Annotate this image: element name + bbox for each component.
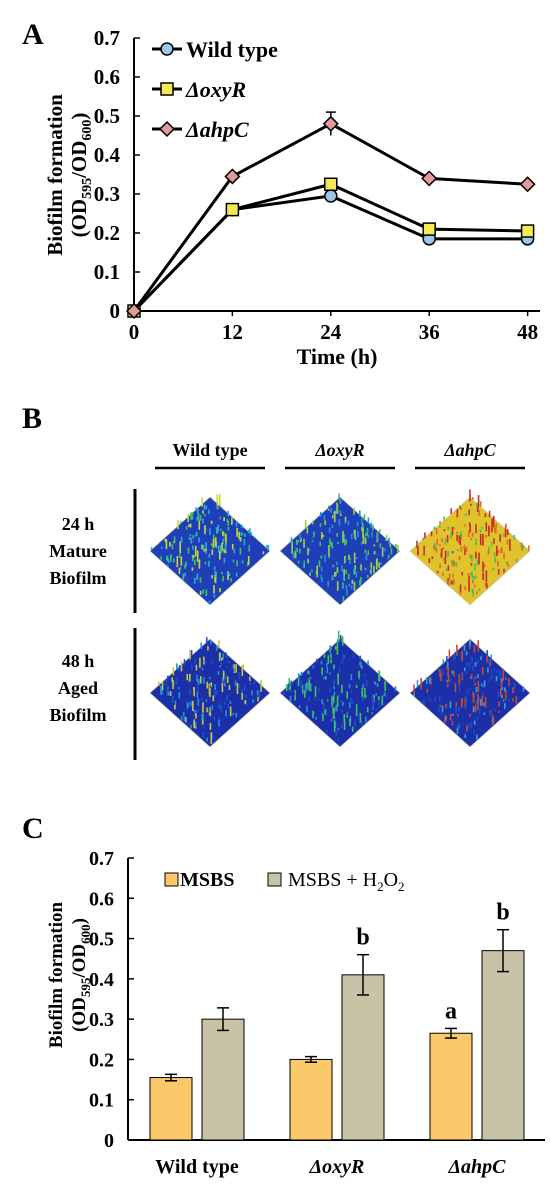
b-surface-ahp_24 [409, 489, 531, 606]
c-bar-0 [149, 1077, 193, 1141]
b-surface-ahp_48 [409, 638, 531, 748]
c-bar-1 [481, 950, 525, 1141]
c-bar-1 [201, 1018, 245, 1141]
c-xtick-label: Wild type [155, 1156, 239, 1178]
panel-c-ylabel-line1: Biofilm formation [46, 901, 67, 1048]
b-row-label: Biofilm [50, 705, 107, 725]
b-surface-wt_24 [149, 494, 271, 606]
a-ytick-label: 0.5 [94, 104, 120, 128]
a-xtick-label: 12 [222, 320, 243, 344]
b-surface-oxy_24 [279, 493, 401, 606]
c-ytick-label: 0.1 [89, 1090, 114, 1112]
a-ytick-label: 0.7 [94, 26, 120, 50]
b-row-label: Biofilm [50, 568, 107, 588]
a-ytick-label: 0.2 [94, 221, 120, 245]
b-row-label: 24 h [62, 514, 95, 534]
a-series-2 [125, 111, 536, 320]
a-ytick-label: 0 [110, 299, 121, 323]
c-ytick-label: 0.3 [89, 1009, 114, 1031]
a-series-line [132, 122, 528, 312]
panel-b-surface-plots: Wild type ΔoxyR ΔahpC 24 h Mature Biofilm 48 … [49, 440, 531, 760]
a-point [421, 170, 438, 187]
c-bar-0 [429, 1032, 473, 1141]
a-legend-marker [160, 42, 174, 56]
a-xtick-label: 48 [517, 320, 538, 344]
b-column-header: Wild type [172, 440, 247, 460]
panel-c-legend: MSBS MSBS + H2O2 [164, 869, 405, 894]
a-ytick-label: 0.4 [94, 143, 121, 167]
a-legend-marker [160, 82, 174, 96]
a-xtick-label: 0 [129, 320, 140, 344]
panel-a-legend: Wild type ΔoxyR ΔahpC [152, 37, 278, 142]
a-point [519, 176, 536, 193]
a-ytick-label: 0.1 [94, 260, 120, 284]
panel-a-xlabel: Time (h) [297, 344, 378, 369]
c-ytick-label: 0.6 [89, 888, 114, 910]
panel-a-ylabel-line1: Biofilm formation [43, 94, 67, 256]
panel-a-ylabel: Biofilm formation (OD595/OD600) [43, 94, 95, 256]
c-significance-label: a [445, 998, 457, 1024]
a-legend-label: ΔoxyR [185, 77, 246, 102]
c-ytick-label: 0.7 [89, 848, 114, 870]
c-ytick-label: 0 [104, 1130, 114, 1152]
panel-c-ylabel: Biofilm formation (OD595/OD600) [46, 901, 93, 1048]
a-series-line [132, 182, 528, 313]
c-xtick-label: ΔoxyR [309, 1156, 365, 1178]
c-bar-1 [341, 974, 385, 1141]
a-point [224, 168, 241, 185]
a-point [324, 189, 338, 203]
a-point [520, 224, 535, 238]
a-point [422, 222, 436, 236]
legend-h2o2-swatch [267, 872, 282, 887]
a-ytick-label: 0.6 [94, 65, 120, 89]
c-ytick-label: 0.4 [89, 969, 114, 991]
c-significance-label: b [356, 925, 369, 951]
a-series-line [132, 194, 528, 313]
a-point [125, 302, 143, 320]
b-surface-oxy_48 [279, 630, 401, 748]
legend-msbs-swatch [164, 872, 179, 887]
b-row-label: 48 h [62, 651, 95, 671]
a-xtick-label: 36 [419, 320, 440, 344]
panel-a-ylabel-line2: (OD595/OD600) [67, 113, 95, 238]
a-legend-label: Wild type [186, 37, 278, 62]
panel-c-ylabel-line2: (OD595/OD600) [69, 918, 93, 1032]
panel-label-c: C [22, 812, 44, 845]
panel-label-a: A [22, 18, 44, 51]
a-ytick-label: 0.3 [94, 182, 120, 206]
b-surface-base [409, 638, 531, 748]
b-column-header: ΔoxyR [314, 440, 364, 460]
b-surface-wt_48 [149, 637, 271, 748]
c-significance-label: b [496, 900, 509, 926]
panel-c-bar-chart: Biofilm formation (OD595/OD600) 0 0.1 0.2 0… [46, 848, 545, 1178]
a-point [322, 115, 339, 132]
c-ytick-label: 0.5 [89, 929, 114, 951]
a-xtick-label: 24 [320, 320, 342, 344]
a-point [225, 202, 240, 217]
panel-a-line-chart: Biofilm formation (OD595/OD600) 0 0.1 0.2 0… [43, 26, 540, 369]
b-surface-base [279, 638, 401, 748]
c-bar-0 [289, 1058, 333, 1141]
c-ytick-label: 0.2 [89, 1049, 114, 1071]
a-legend-marker [158, 120, 176, 138]
a-legend-label: ΔahpC [185, 117, 249, 142]
b-row-label: Aged [58, 678, 98, 698]
c-xtick-label: ΔahpC [447, 1156, 506, 1178]
panel-label-b: B [22, 402, 42, 435]
legend-h2o2-label: MSBS + H2O2 [288, 869, 405, 894]
b-row-label: Mature [49, 541, 107, 561]
b-surface-base [149, 496, 271, 606]
b-column-header: ΔahpC [443, 440, 496, 460]
legend-msbs-label: MSBS [180, 869, 234, 891]
a-point [324, 177, 338, 191]
